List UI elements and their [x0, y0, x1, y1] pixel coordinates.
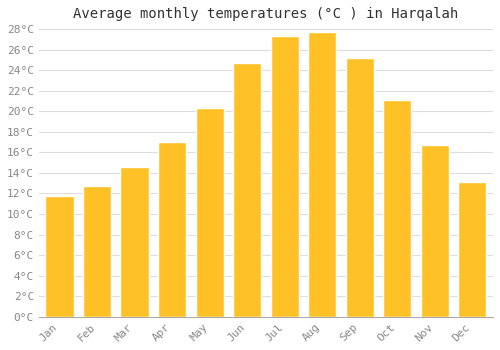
Bar [158, 142, 186, 317]
Bar [120, 167, 148, 317]
Bar [196, 108, 224, 317]
Bar [421, 145, 449, 317]
Bar [233, 63, 261, 317]
Bar [83, 186, 111, 317]
Bar [346, 58, 374, 317]
Bar [46, 196, 74, 317]
Title: Average monthly temperatures (°C ) in Harqalah: Average monthly temperatures (°C ) in Ha… [74, 7, 458, 21]
Bar [270, 36, 299, 317]
Bar [458, 182, 486, 317]
Bar [383, 100, 412, 317]
Bar [308, 32, 336, 317]
